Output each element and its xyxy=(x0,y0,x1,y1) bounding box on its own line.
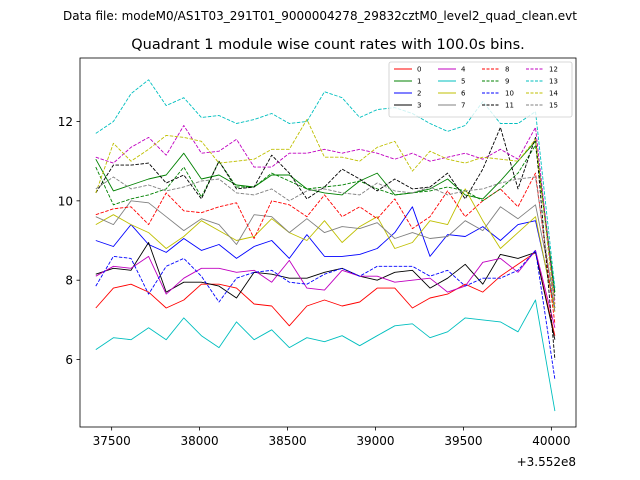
series-line-4 xyxy=(95,249,556,328)
series-line-11 xyxy=(95,126,556,360)
x-axis-offset-label: +3.552e8 xyxy=(517,455,576,469)
series-line-9 xyxy=(95,144,556,297)
y-tick-label: 12 xyxy=(58,115,73,129)
x-tick-label: 39000 xyxy=(356,434,394,448)
plot-lines xyxy=(95,79,556,412)
x-tick-label: 39500 xyxy=(444,434,482,448)
legend-label-9: 9 xyxy=(505,78,509,86)
chart-title: Quadrant 1 module wise count rates with … xyxy=(131,37,525,53)
series-line-6 xyxy=(95,188,556,312)
legend-label-14: 14 xyxy=(549,90,558,98)
x-tick-label: 40000 xyxy=(532,434,570,448)
legend-label-8: 8 xyxy=(505,66,509,74)
legend-label-10: 10 xyxy=(505,90,514,98)
series-line-12 xyxy=(95,125,556,305)
legend-label-4: 4 xyxy=(461,66,466,74)
legend-label-15: 15 xyxy=(549,102,558,110)
series-line-5 xyxy=(95,299,556,412)
legend-box xyxy=(388,61,573,118)
legend-label-1: 1 xyxy=(417,78,421,86)
legend-label-6: 6 xyxy=(461,90,466,98)
legend-label-2: 2 xyxy=(417,90,421,98)
chart-suptitle: Data file: modeM0/AS1T03_291T01_90000042… xyxy=(63,9,577,23)
x-axis: 37500 38000 38500 39000 39500 40000 xyxy=(93,427,570,448)
axes-frame xyxy=(79,57,577,428)
y-tick-label: 6 xyxy=(65,353,73,367)
legend-label-13: 13 xyxy=(549,78,558,86)
series-line-14 xyxy=(95,119,556,309)
series-line-10 xyxy=(95,249,556,380)
y-tick-label: 10 xyxy=(58,194,73,208)
series-line-8 xyxy=(95,172,556,324)
legend-label-11: 11 xyxy=(505,102,514,110)
legend-label-3: 3 xyxy=(417,102,421,110)
series-line-15 xyxy=(95,176,556,312)
series-line-0 xyxy=(95,251,556,336)
x-tick-label: 37500 xyxy=(93,434,131,448)
x-tick-label: 38500 xyxy=(268,434,306,448)
legend-label-7: 7 xyxy=(461,102,465,110)
legend-label-0: 0 xyxy=(417,66,421,74)
y-tick-label: 8 xyxy=(65,274,73,288)
series-line-7 xyxy=(95,200,556,301)
x-tick-label: 38000 xyxy=(181,434,219,448)
y-axis: 6 8 10 12 xyxy=(58,115,80,367)
legend-label-12: 12 xyxy=(549,66,558,74)
series-line-2 xyxy=(95,206,556,309)
legend-label-5: 5 xyxy=(461,78,465,86)
